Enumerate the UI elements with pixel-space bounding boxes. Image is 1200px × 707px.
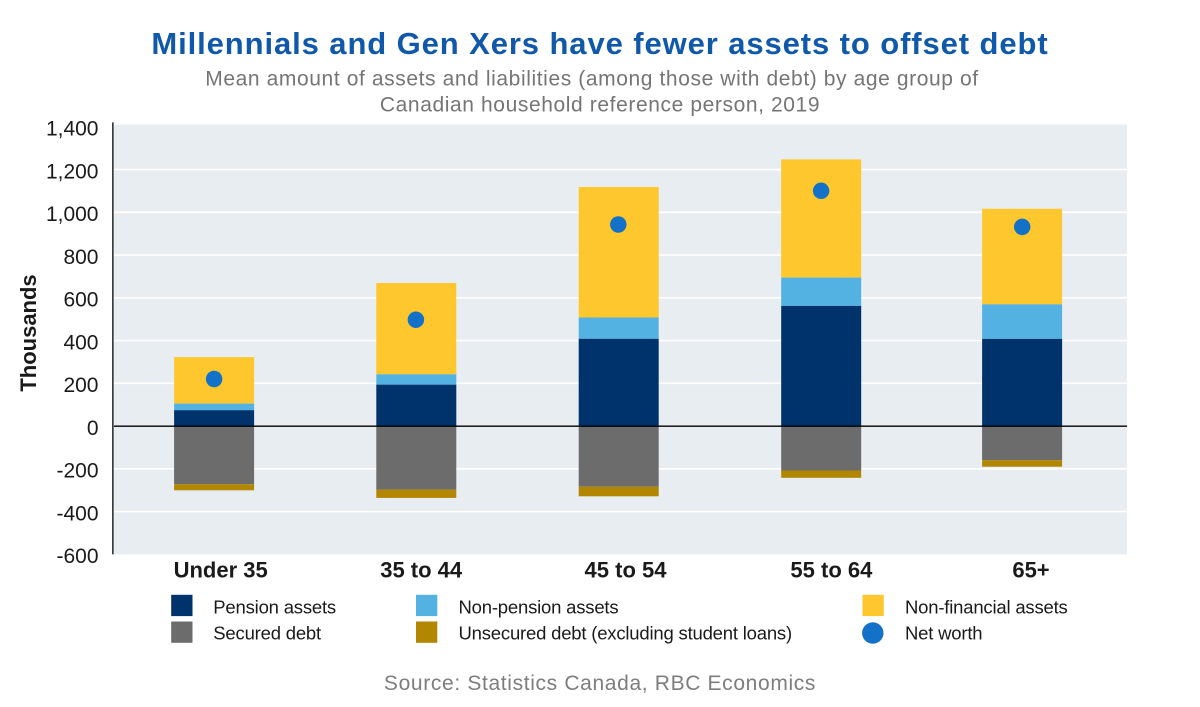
svg-text:Thousands: Thousands <box>16 274 41 391</box>
svg-text:Non-pension assets: Non-pension assets <box>459 597 619 618</box>
svg-text:600: 600 <box>63 289 98 312</box>
svg-text:-200: -200 <box>56 460 98 483</box>
svg-text:35 to 44: 35 to 44 <box>380 558 463 583</box>
svg-text:55 to 64: 55 to 64 <box>790 558 873 583</box>
svg-text:Unsecured debt (excluding stud: Unsecured debt (excluding student loans) <box>459 623 792 644</box>
svg-text:Non-financial assets: Non-financial assets <box>905 597 1068 618</box>
svg-text:65+: 65+ <box>1012 558 1049 583</box>
svg-text:800: 800 <box>63 246 98 269</box>
svg-text:-400: -400 <box>56 502 98 525</box>
svg-text:Canadian household reference p: Canadian household reference person, 201… <box>380 94 820 117</box>
svg-text:Pension assets: Pension assets <box>213 597 336 618</box>
svg-text:Source: Statistics Canada, RBC: Source: Statistics Canada, RBC Economics <box>384 672 816 695</box>
svg-text:Mean amount of assets and liab: Mean amount of assets and liabilities (a… <box>205 68 978 91</box>
svg-text:-600: -600 <box>56 545 98 568</box>
svg-text:Under 35: Under 35 <box>174 558 268 583</box>
svg-text:1,000: 1,000 <box>46 203 99 226</box>
svg-text:400: 400 <box>63 331 98 354</box>
svg-text:0: 0 <box>87 417 99 440</box>
svg-text:200: 200 <box>63 374 98 397</box>
svg-text:Net worth: Net worth <box>905 623 982 644</box>
svg-text:1,200: 1,200 <box>46 160 99 183</box>
svg-text:1,400: 1,400 <box>46 118 99 141</box>
svg-text:Millennials and Gen Xers have: Millennials and Gen Xers have fewer asse… <box>151 26 1048 61</box>
svg-text:45 to 54: 45 to 54 <box>585 558 668 583</box>
svg-text:Secured debt: Secured debt <box>213 623 321 644</box>
